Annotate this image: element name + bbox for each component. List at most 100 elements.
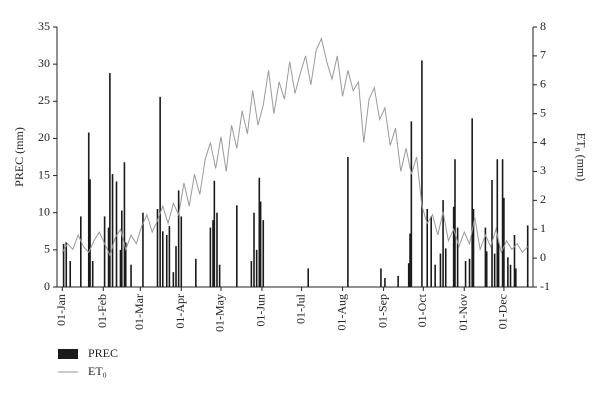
- legend-label: PREC: [88, 346, 118, 360]
- bar: [195, 258, 197, 287]
- bar: [165, 235, 168, 287]
- bar: [439, 253, 442, 287]
- bar: [87, 132, 90, 287]
- bar: [218, 264, 221, 287]
- bar: [175, 246, 177, 287]
- bar: [384, 278, 386, 287]
- bar: [177, 190, 180, 287]
- bar: [471, 118, 473, 287]
- bar: [421, 60, 423, 287]
- bar: [485, 251, 488, 287]
- bar: [397, 275, 399, 287]
- y-tick-label: 15: [38, 167, 50, 181]
- bar: [496, 159, 499, 287]
- bar: [255, 249, 258, 287]
- bar: [407, 263, 410, 287]
- x-tick-label: 01-Jan: [54, 294, 68, 326]
- bar: [62, 243, 65, 287]
- bar: [497, 242, 500, 287]
- x-tick-label: 01-Jul: [293, 293, 307, 324]
- y-tick-label: 20: [38, 130, 50, 144]
- bar: [442, 200, 444, 287]
- bar: [507, 257, 509, 287]
- y-axis-title: PREC (mm): [12, 127, 26, 187]
- x-tick-label: 01-May: [213, 294, 227, 332]
- bar: [509, 264, 512, 287]
- x-tick-label: 01-Apr: [173, 294, 187, 329]
- bar: [103, 216, 106, 287]
- y2-tick-label: 1: [540, 221, 546, 235]
- x-tick-label: 01-Oct: [415, 293, 429, 327]
- bar: [250, 261, 253, 287]
- x-tick-label: 01-Nov: [456, 294, 470, 331]
- x-tick-label: 01-Jun: [254, 294, 268, 327]
- y2-tick-label: 4: [540, 134, 546, 148]
- bar: [515, 268, 517, 287]
- bar: [80, 216, 82, 287]
- bar: [262, 220, 265, 287]
- bar: [456, 227, 459, 287]
- bar: [464, 261, 467, 287]
- bar: [491, 180, 493, 287]
- bar: [172, 272, 175, 287]
- bar: [259, 201, 262, 287]
- bar: [347, 157, 349, 287]
- y2-tick-label: 5: [540, 105, 546, 119]
- bar: [111, 174, 114, 287]
- legend-swatch: [58, 349, 78, 359]
- legend-label: ET₀: [88, 364, 107, 378]
- bar: [209, 227, 212, 287]
- y2-axis-title: ET₀ (mm): [574, 133, 588, 182]
- y2-tick-label: 2: [540, 192, 546, 206]
- y-tick-label: 0: [44, 279, 50, 293]
- bar: [216, 212, 218, 287]
- bar: [130, 264, 132, 287]
- bar: [142, 212, 144, 287]
- bar: [484, 227, 487, 287]
- x-tick-label: 01-Dec: [496, 294, 510, 329]
- bar: [472, 209, 475, 287]
- bar: [444, 248, 447, 287]
- bar: [213, 180, 216, 287]
- bar: [124, 242, 127, 287]
- bar: [410, 121, 413, 287]
- bar: [161, 231, 164, 287]
- y2-tick-label: -1: [540, 279, 550, 293]
- y2-tick-label: 0: [540, 250, 546, 264]
- y-tick-label: 30: [38, 56, 50, 70]
- bar: [109, 73, 111, 287]
- y2-tick-label: 6: [540, 77, 546, 91]
- bar: [493, 253, 496, 287]
- bar: [212, 220, 214, 287]
- bar: [180, 216, 183, 287]
- bar: [526, 225, 529, 287]
- y2-tick-label: 8: [540, 19, 546, 33]
- bar: [120, 210, 123, 287]
- bar: [380, 268, 382, 287]
- bar: [307, 268, 310, 287]
- bar: [253, 212, 255, 287]
- bar: [91, 261, 94, 287]
- bar: [501, 159, 504, 287]
- x-tick-label: 01-Aug: [334, 294, 348, 331]
- bar: [409, 233, 411, 287]
- bar: [513, 235, 516, 287]
- y-tick-label: 10: [38, 204, 50, 218]
- bar: [89, 179, 91, 287]
- bar: [452, 206, 455, 287]
- x-tick-label: 01-Feb: [95, 294, 109, 328]
- bar: [430, 216, 432, 287]
- y-tick-label: 5: [44, 242, 50, 256]
- bar: [503, 197, 505, 287]
- bar: [159, 96, 161, 287]
- bar: [236, 205, 238, 287]
- line: [61, 37, 529, 257]
- y2-tick-label: 7: [540, 48, 546, 62]
- y-tick-label: 35: [38, 19, 50, 33]
- bar: [119, 249, 122, 287]
- bar: [426, 209, 429, 287]
- y-tick-label: 25: [38, 93, 50, 107]
- bar: [258, 177, 261, 287]
- bar: [156, 209, 159, 287]
